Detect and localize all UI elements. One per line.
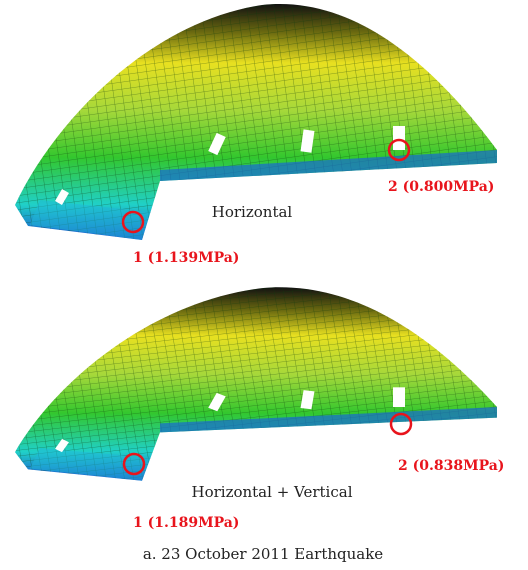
- point-label: 1 (1.139MPa): [133, 250, 239, 266]
- panel-label: Horizontal: [212, 203, 293, 221]
- figure: 2 (0.800MPa) Horizontal 1 (1.139MPa) 2 (…: [0, 0, 528, 570]
- point-label: 2 (0.838MPa): [398, 458, 504, 474]
- panel-label: Horizontal + Vertical: [191, 483, 352, 501]
- point-label: 1 (1.189MPa): [133, 515, 239, 531]
- mesh-model: [15, 287, 497, 481]
- point-label: 2 (0.800MPa): [388, 179, 494, 195]
- caption: a. 23 October 2011 Earthquake: [143, 545, 383, 563]
